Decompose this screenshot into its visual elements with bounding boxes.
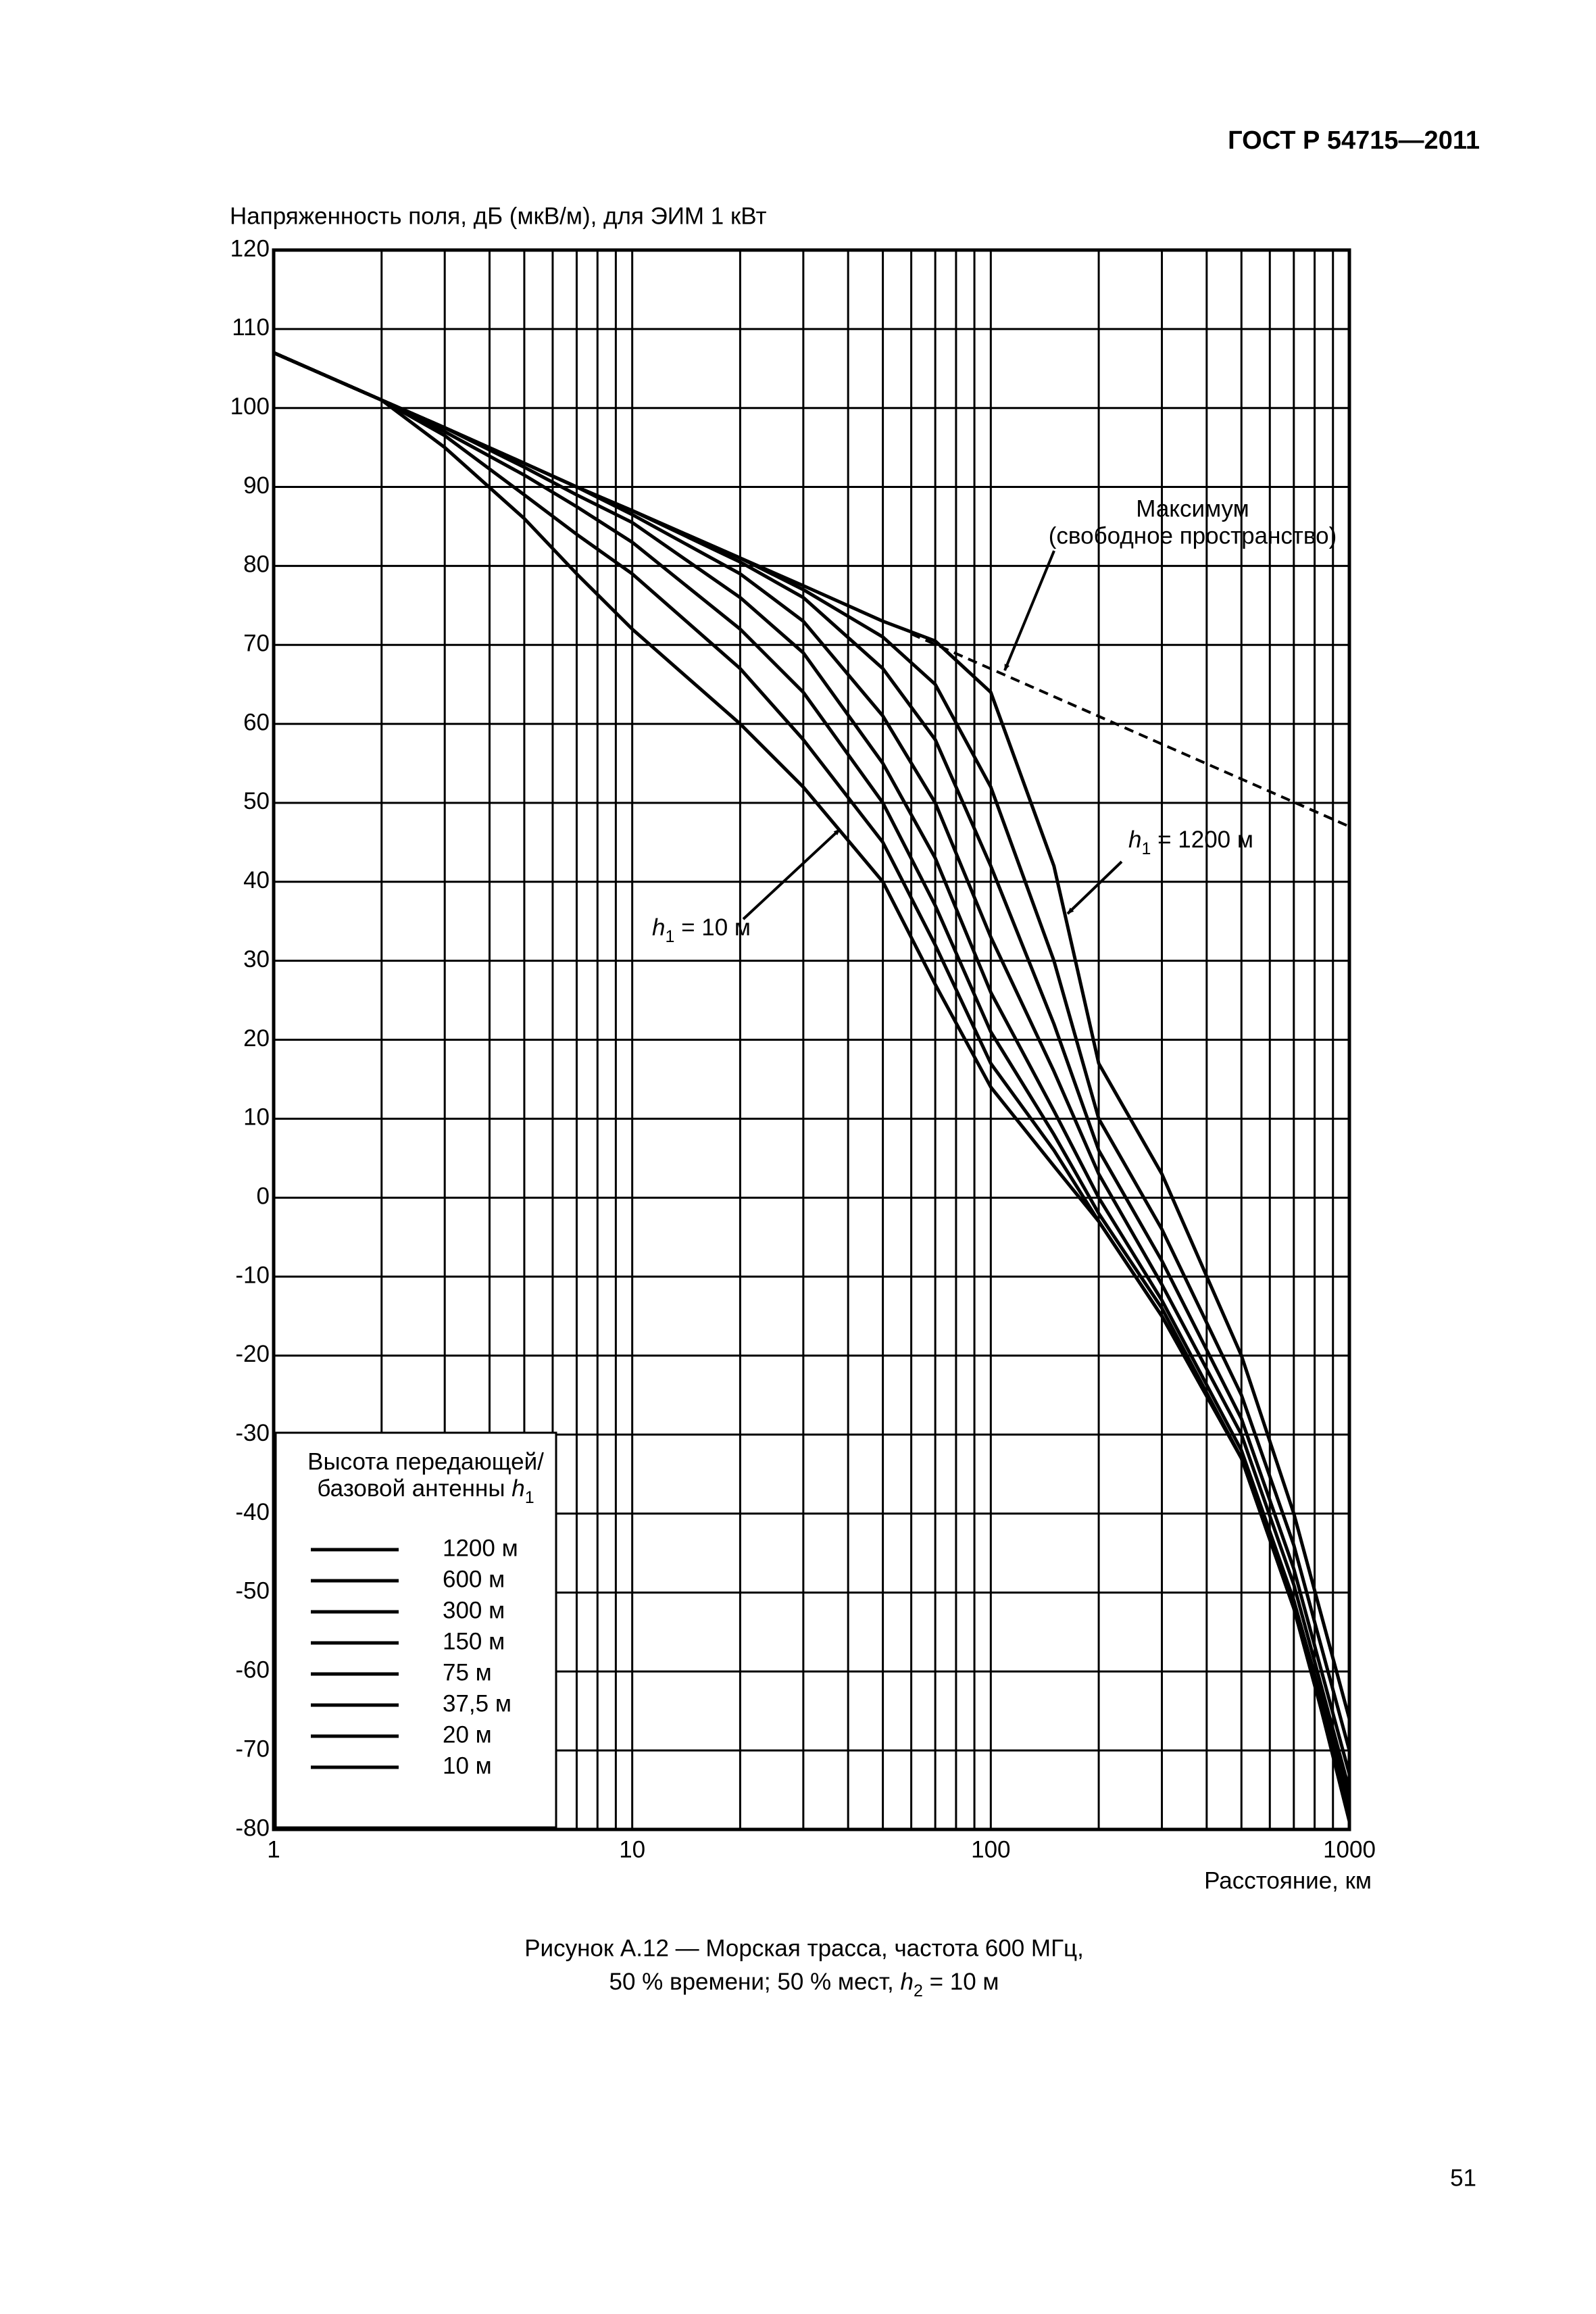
y-tick-label: 120 xyxy=(230,235,270,262)
legend-label: 20 м xyxy=(443,1721,492,1748)
legend-label: 1200 м xyxy=(443,1535,518,1561)
header-title: ГОСТ Р 54715—2011 xyxy=(1228,126,1480,155)
plot-frame xyxy=(272,248,1351,1831)
caption-text: 50 % времени; 50 % мест, xyxy=(609,1969,901,1995)
legend-box xyxy=(274,1431,557,1829)
y-tick-label: -20 xyxy=(235,1341,270,1367)
y-tick-label: -50 xyxy=(235,1578,270,1604)
y-tick-label: -60 xyxy=(235,1657,270,1683)
legend-label: 600 м xyxy=(443,1566,505,1592)
arrow xyxy=(1003,550,1055,671)
symbol: h xyxy=(512,1475,524,1502)
symbol: h xyxy=(652,914,665,941)
y-tick-label: -10 xyxy=(235,1262,270,1288)
y-tick-label: -70 xyxy=(235,1736,270,1762)
arrow xyxy=(742,828,841,920)
y-tick-label: 20 xyxy=(243,1025,270,1052)
x-axis-label: Расстояние, км xyxy=(1204,1867,1372,1894)
annotation-text: = 1200 м xyxy=(1151,827,1253,853)
y-tick-label: -40 xyxy=(235,1499,270,1525)
legend-title-text: базовой антенны xyxy=(317,1475,512,1502)
legend-label: 10 м xyxy=(443,1752,492,1779)
subscript: 1 xyxy=(525,1488,534,1507)
legend-label: 75 м xyxy=(443,1659,492,1685)
caption: 50 % времени; 50 % мест, h2 = 10 м xyxy=(609,1969,999,2000)
y-tick-label: 10 xyxy=(243,1104,270,1131)
y-tick-label: 90 xyxy=(243,472,270,499)
y-tick-label: 40 xyxy=(243,867,270,893)
y-tick-label: 30 xyxy=(243,946,270,973)
symbol: h xyxy=(1128,827,1141,853)
series-line xyxy=(272,351,1351,1798)
legend-title: базовой антенны h1 xyxy=(317,1475,534,1506)
series-line xyxy=(272,351,1351,1791)
legend-title: Высота передающей/ xyxy=(307,1448,544,1475)
legend-label: 150 м xyxy=(443,1628,505,1654)
subscript: 2 xyxy=(914,1981,923,2000)
y-tick-label: -80 xyxy=(235,1815,270,1841)
annotation-text: = 10 м xyxy=(674,914,751,941)
legend-label: 37,5 м xyxy=(443,1690,512,1717)
x-tick-label: 1000 xyxy=(1323,1836,1376,1863)
x-tick-label: 10 xyxy=(619,1836,645,1863)
symbol: h xyxy=(901,1969,914,1995)
annotation: h1 = 1200 м xyxy=(1128,827,1253,858)
legend-label: 300 м xyxy=(443,1597,505,1623)
y-tick-label: 70 xyxy=(243,631,270,657)
y-tick-label: -30 xyxy=(235,1420,270,1446)
y-tick-label: 110 xyxy=(232,314,270,341)
y-tick-label: 80 xyxy=(243,551,270,578)
series-line xyxy=(272,351,1351,1806)
page-number: 51 xyxy=(1450,2165,1476,2191)
plot: -80 -70 -60 -50 -40 -30 -20 -10 0 10 20 30 40 50 60 70 8… xyxy=(230,235,1376,1863)
y-axis-label: Напряженность поля, дБ (мкВ/м), для ЭИМ … xyxy=(230,203,767,229)
y-tick-label: 50 xyxy=(243,788,270,814)
y-tick-label: 60 xyxy=(243,709,270,735)
caption: Рисунок А.12 — Морская трасса, частота 6… xyxy=(524,1935,1084,1961)
x-tick-label: 100 xyxy=(971,1836,1010,1863)
y-tick-label: 0 xyxy=(257,1183,270,1209)
annotation: (свободное пространство) xyxy=(1049,522,1337,549)
annotation: h1 = 10 м xyxy=(652,914,751,945)
reference-line xyxy=(910,633,1350,828)
arrow xyxy=(1066,860,1123,915)
subscript: 1 xyxy=(1141,839,1151,858)
subscript: 1 xyxy=(665,927,674,946)
x-tick-label: 1 xyxy=(267,1836,280,1863)
caption-text: = 10 м xyxy=(923,1969,999,1995)
y-tick-label: 100 xyxy=(230,393,270,420)
series-line xyxy=(272,351,1351,1822)
annotation: Максимум xyxy=(1136,495,1249,522)
legend: Высота передающей/базовой антенны h1 1200… xyxy=(274,1431,557,1829)
